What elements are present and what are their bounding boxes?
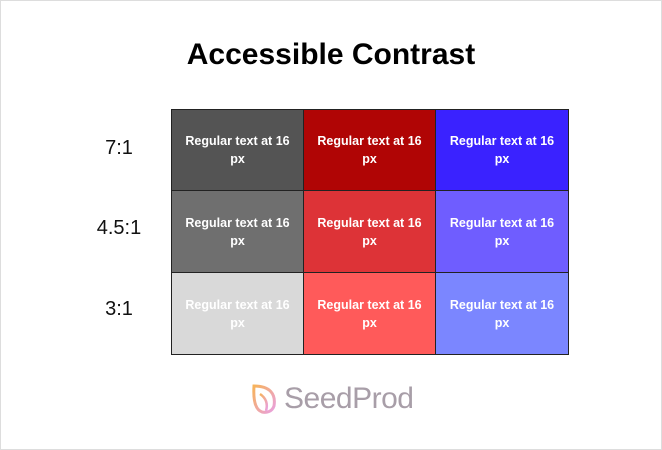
contrast-cell: Regular text at 16 px	[304, 273, 435, 354]
contrast-cell: Regular text at 16 px	[172, 110, 303, 190]
contrast-grid: Regular text at 16 px Regular text at 16 …	[171, 109, 569, 355]
seedprod-logo: SeedProd	[252, 382, 414, 416]
contrast-cell: Regular text at 16 px	[304, 191, 435, 272]
contrast-cell: Regular text at 16 px	[304, 110, 435, 190]
page-title: Accessible Contrast	[186, 38, 476, 71]
contrast-cell: Regular text at 16 px	[436, 273, 568, 354]
row-label-3-1: 3:1	[105, 298, 133, 320]
contrast-cell: Regular text at 16 px	[436, 191, 568, 272]
leaf-icon	[252, 384, 276, 414]
row-label-4-5-1: 4.5:1	[96, 217, 142, 239]
contrast-cell: Regular text at 16 px	[172, 191, 303, 272]
row-label-7-1: 7:1	[105, 137, 133, 159]
contrast-cell: Regular text at 16 px	[172, 273, 303, 354]
contrast-cell: Regular text at 16 px	[436, 110, 568, 190]
logo-text: SeedProd	[284, 382, 414, 415]
